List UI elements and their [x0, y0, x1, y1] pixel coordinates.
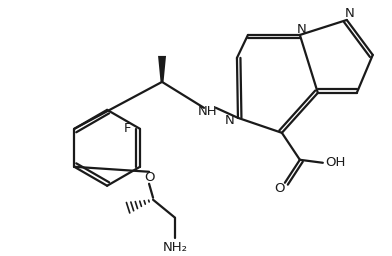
Polygon shape: [158, 56, 166, 82]
Text: F: F: [124, 122, 132, 135]
Text: NH: NH: [198, 105, 218, 118]
Text: OH: OH: [326, 156, 346, 169]
Text: NH₂: NH₂: [163, 241, 187, 254]
Text: N: N: [345, 7, 355, 20]
Text: O: O: [144, 171, 154, 184]
Text: N: N: [297, 24, 307, 36]
Text: N: N: [225, 114, 235, 127]
Text: O: O: [275, 182, 285, 195]
